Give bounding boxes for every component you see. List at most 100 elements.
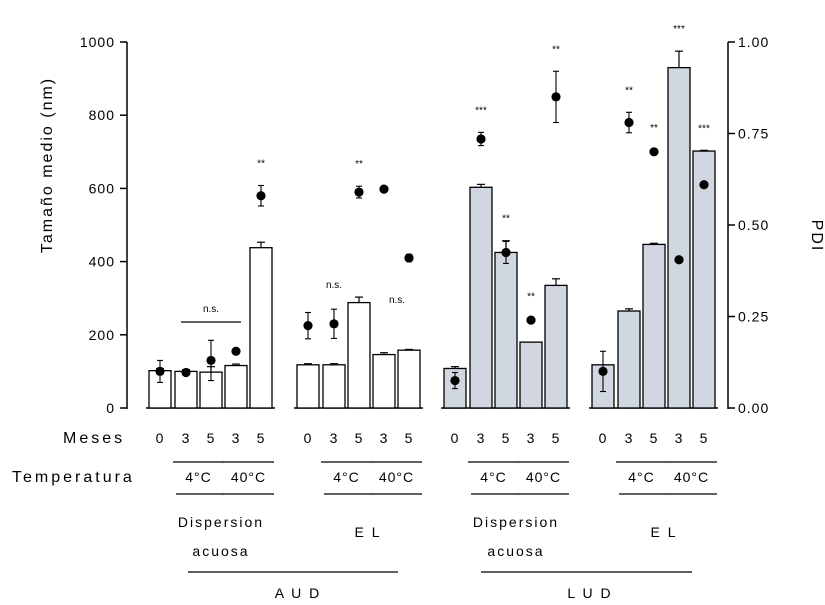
month-label: 5 xyxy=(405,430,414,446)
month-label: 3 xyxy=(182,430,191,446)
temp-label-cold: 4°C xyxy=(628,469,655,485)
significance-label: ** xyxy=(552,44,560,55)
month-label: 0 xyxy=(599,430,608,446)
significance-label: ** xyxy=(625,85,633,96)
chart-marks xyxy=(148,50,716,409)
month-label: 5 xyxy=(700,430,709,446)
pdi-point xyxy=(303,321,313,331)
temp-label-cold: 4°C xyxy=(333,469,360,485)
bar xyxy=(519,341,543,409)
pdi-point xyxy=(699,180,709,190)
pdi-point xyxy=(206,355,216,366)
temp-label-cold: 4°C xyxy=(185,469,212,485)
subgroup-label: acuosa xyxy=(487,543,544,559)
subgroup-label: Dispersion xyxy=(473,514,559,530)
main-group-label: L U D xyxy=(567,585,612,601)
y-axis-title-right: PDI xyxy=(808,220,825,253)
bar xyxy=(372,353,396,409)
month-label: 5 xyxy=(355,430,364,446)
pdi-point xyxy=(256,191,266,201)
month-label: 3 xyxy=(232,430,241,446)
temp-label-hot: 40°C xyxy=(231,469,266,485)
month-label: 3 xyxy=(675,430,684,446)
y-axis-title-left: Tamaño medio (nm) xyxy=(39,77,56,253)
y-tick-label-left: 0 xyxy=(106,400,115,416)
subgroup-label: acuosa xyxy=(192,543,249,559)
pdi-point xyxy=(476,134,486,144)
pdi-point xyxy=(329,319,339,329)
pdi-point xyxy=(379,184,389,194)
month-label: 3 xyxy=(477,430,486,446)
months-row-label: Meses xyxy=(63,430,125,447)
pdi-point xyxy=(598,366,608,376)
bar xyxy=(667,66,691,409)
temperature-row-label: Temperatura xyxy=(12,469,135,486)
pdi-point xyxy=(501,247,511,258)
bar xyxy=(347,301,371,409)
bar xyxy=(296,364,320,409)
significance-label: ** xyxy=(355,159,363,170)
subgroup-label: Dispersion xyxy=(178,514,264,530)
pdi-point xyxy=(181,367,191,378)
y-tick-label-right: 0.50 xyxy=(738,217,769,233)
ns-label: n.s. xyxy=(326,280,342,291)
month-label: 3 xyxy=(380,430,389,446)
temp-label-hot: 40°C xyxy=(674,469,709,485)
month-label: 5 xyxy=(502,430,511,446)
pdi-point xyxy=(551,92,561,102)
month-label: 3 xyxy=(330,430,339,446)
month-label: 0 xyxy=(451,430,460,446)
bar xyxy=(224,364,248,409)
y-tick-label-left: 600 xyxy=(89,180,115,196)
y-tick-label-right: 1.00 xyxy=(738,34,769,50)
pdi-point xyxy=(450,375,460,386)
bar xyxy=(249,247,273,409)
ns-label: n.s. xyxy=(389,295,405,306)
bar xyxy=(322,364,346,409)
y-tick-label-right: 0.75 xyxy=(738,126,769,142)
y-tick-label-left: 400 xyxy=(89,254,115,270)
significance-label: *** xyxy=(698,123,710,134)
subgroup-label: E L xyxy=(354,524,381,540)
bar xyxy=(692,150,716,409)
pdi-point xyxy=(624,117,634,128)
pdi-point xyxy=(526,315,536,325)
pdi-point xyxy=(674,255,684,265)
significance-label: *** xyxy=(475,105,487,116)
bar xyxy=(469,186,493,409)
temp-label-hot: 40°C xyxy=(379,469,414,485)
month-label: 3 xyxy=(527,430,536,446)
y-tick-label-left: 800 xyxy=(89,107,115,123)
chart-labels: 0 3 5 3**5 0 3**5 3 5 0***3**5**3**5 0**3**5***3*… xyxy=(12,24,717,601)
y-tick-label-right: 0.25 xyxy=(738,309,769,325)
y-tick-label-right: 0.00 xyxy=(738,400,769,416)
axes: 0 200 400 600 800 1000 0.00 0.25 0.50 0.75 1.00 Tam… xyxy=(39,34,825,416)
month-label: 5 xyxy=(257,430,266,446)
significance-label: *** xyxy=(673,24,685,35)
pdi-point xyxy=(649,147,659,157)
subgroup-label: E L xyxy=(650,524,677,540)
month-label: 0 xyxy=(304,430,313,446)
pdi-point xyxy=(155,366,165,376)
month-label: 3 xyxy=(625,430,634,446)
month-label: 5 xyxy=(552,430,561,446)
bar xyxy=(397,349,421,409)
bar xyxy=(642,243,666,409)
pdi-point xyxy=(404,253,414,263)
significance-label: ** xyxy=(257,158,265,169)
significance-label: ** xyxy=(502,214,510,225)
bar xyxy=(617,310,641,409)
y-tick-label-left: 1000 xyxy=(80,34,115,50)
temp-label-hot: 40°C xyxy=(526,469,561,485)
main-group-label: A U D xyxy=(275,585,322,601)
month-label: 0 xyxy=(156,430,165,446)
month-label: 5 xyxy=(207,430,216,446)
month-label: 5 xyxy=(650,430,659,446)
ns-label: n.s. xyxy=(203,304,219,315)
significance-label: ** xyxy=(650,123,658,134)
pdi-point xyxy=(231,346,241,356)
significance-label: ** xyxy=(527,291,535,302)
temp-label-cold: 4°C xyxy=(480,469,507,485)
bar xyxy=(494,251,518,409)
